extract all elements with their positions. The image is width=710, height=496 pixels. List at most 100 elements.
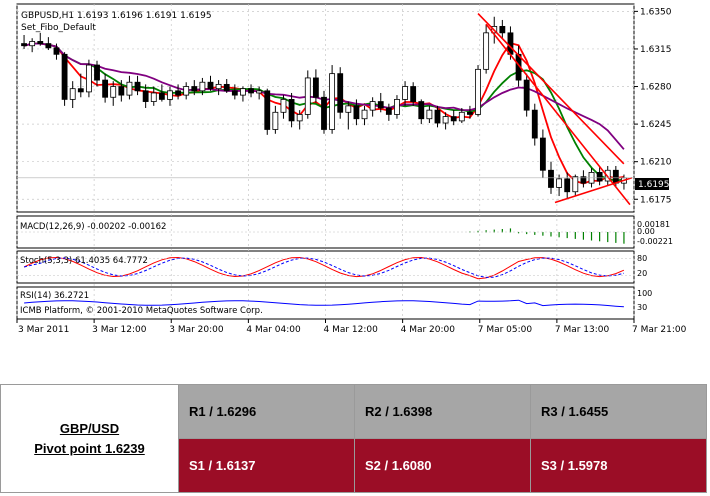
candle-body (256, 90, 263, 94)
s3-cell: S3 / 1.5978 (530, 438, 707, 493)
candle-body (612, 169, 619, 184)
macd-histogram (17, 228, 634, 244)
candle-body (361, 109, 368, 120)
candle-body (183, 86, 190, 96)
candle-body (150, 92, 157, 102)
candle-body (450, 116, 457, 122)
s1-cell: S1 / 1.6137 (178, 438, 355, 493)
candle-body (231, 90, 238, 96)
candle-body (564, 178, 571, 193)
candle-body (377, 101, 384, 109)
s2-cell: S2 / 1.6080 (354, 438, 531, 493)
candle-body (483, 32, 490, 70)
candle-body (572, 176, 579, 193)
chart-canvas: 1.6350 1.6315 1.6280 1.6245 1.6210 1.6175 3 M… (16, 3, 687, 335)
candle-body (394, 99, 400, 115)
stoch-d-line (23, 257, 625, 278)
price-tick-label: 1.6315 (640, 45, 672, 55)
rsi-line (24, 299, 624, 308)
candle-body (158, 92, 165, 100)
copyright-label: ICMB Platform, © 2001-2010 MetaQuotes So… (20, 306, 263, 316)
stoch-label: Stoch(5,3,3) 61.4035 64.7772 (20, 256, 148, 266)
r2-cell: R2 / 1.6398 (354, 384, 531, 439)
candle-body (580, 176, 587, 184)
candle-body (548, 169, 554, 188)
pair-cell: GBP/USD Pivot point 1.6239 (0, 384, 179, 493)
price-tick-label: 1.6210 (640, 158, 672, 168)
candle-body (199, 81, 206, 92)
price-tick-label: 1.6245 (640, 120, 672, 130)
candle-body (458, 111, 465, 122)
forex-chart: 1.6350 1.6315 1.6280 1.6245 1.6210 1.6175 3 M… (16, 3, 687, 335)
candle-body (110, 86, 117, 98)
rsi-series (24, 299, 624, 308)
rsi-axis-30: 30 (637, 303, 647, 312)
candle-body (248, 88, 254, 94)
candle-body (345, 105, 352, 113)
time-tick-label: 3 Mar 2011 (18, 325, 69, 335)
candle-body (69, 88, 76, 100)
candle-body (467, 111, 473, 115)
time-tick-label: 7 Mar 05:00 (478, 325, 533, 335)
time-tick-label: 7 Mar 21:00 (632, 325, 687, 335)
price-tick-label: 1.6175 (640, 195, 672, 205)
candle-body (175, 90, 181, 96)
template-label: Set_Fibo_Default (21, 23, 96, 33)
trend-line-lower (554, 177, 633, 204)
candle-body (61, 53, 68, 100)
time-tick-label: 4 Mar 04:00 (246, 325, 301, 335)
time-tick-label: 7 Mar 13:00 (555, 325, 610, 335)
candle-body (523, 79, 530, 111)
current-price-tag (635, 178, 669, 190)
r3-cell: R3 / 1.6455 (530, 384, 707, 439)
candle-body (134, 81, 141, 92)
candle-body (329, 73, 336, 130)
candle-body (45, 43, 52, 49)
macd-label: MACD(12,26,9) -0.00202 -0.00162 (20, 222, 166, 232)
candle-body (369, 101, 376, 111)
candle-body (556, 178, 563, 188)
candle-body (499, 25, 506, 34)
candle-body (215, 83, 222, 90)
pivot-point-label: Pivot point 1.6239 (34, 440, 145, 456)
price-axis: 1.6350 1.6315 1.6280 1.6245 1.6210 1.6175 (634, 7, 672, 205)
candle-body (272, 111, 279, 130)
time-tick-label: 3 Mar 12:00 (92, 325, 147, 335)
candle-body (207, 81, 214, 90)
pair-label: GBP/USD (59, 420, 120, 436)
candle-body (264, 90, 271, 130)
candle-body (410, 86, 417, 102)
trend-lines (17, 12, 634, 206)
time-tick-label: 4 Mar 20:00 (401, 325, 456, 335)
trend-line-steep (485, 23, 631, 206)
candle-body (418, 101, 425, 120)
candle-body (475, 68, 481, 115)
rsi-axis-100: 100 (637, 289, 652, 298)
candle-body (531, 109, 538, 139)
candle-body (434, 109, 441, 124)
candle-body (321, 96, 327, 130)
candle-body (596, 172, 603, 182)
candle-body (385, 107, 392, 115)
candle-body (53, 47, 60, 55)
support-row: S1 / 1.6137 S2 / 1.6080 S3 / 1.5978 (1, 438, 707, 493)
candle-body (118, 86, 125, 96)
candle-body (442, 116, 449, 124)
candle-body (240, 88, 246, 96)
candle-body (337, 73, 344, 113)
candle-body (288, 99, 295, 122)
candle-body (296, 114, 303, 122)
macd-axis-top: 0.00181 (637, 220, 670, 229)
macd-axis-zero: 0.00 (637, 227, 655, 236)
candle-body (85, 64, 92, 93)
trend-line-upper (477, 12, 625, 165)
time-tick-label: 4 Mar 12:00 (324, 325, 379, 335)
pivot-table: GBP/USD Pivot point 1.6239 R1 / 1.6296 R… (0, 384, 707, 493)
candle-body (37, 41, 44, 44)
current-price-label: 1.6195 (638, 180, 670, 190)
candle-body (304, 77, 311, 115)
candle-body (21, 43, 27, 47)
candle-body (142, 90, 149, 102)
candle-body (507, 32, 514, 55)
candle-body (426, 109, 433, 120)
